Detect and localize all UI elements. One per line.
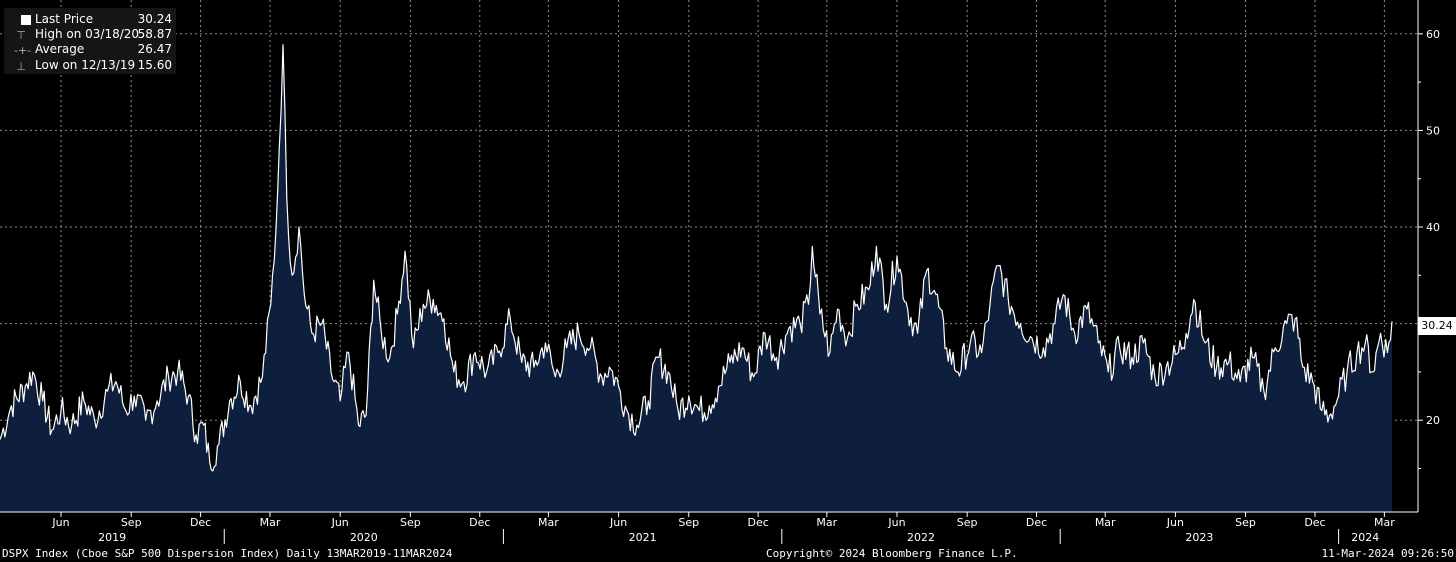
y-tick-label: 20: [1426, 414, 1440, 427]
y-tick-label: 50: [1426, 124, 1440, 137]
x-tick-label: Jun: [1166, 516, 1184, 529]
axes: 2030405060JunSepDecMarJunSepDecMarJunSep…: [0, 0, 1440, 544]
year-label: 2021: [629, 531, 657, 544]
x-tick-label: Jun: [609, 516, 627, 529]
x-tick-label: Dec: [190, 516, 211, 529]
legend-average-label: Average: [35, 42, 85, 57]
legend-average-value: 26.47: [137, 42, 172, 57]
legend: Last Price 30.24 ⊤ High on 03/18/20 58.8…: [4, 8, 176, 74]
y-tick-label: 60: [1426, 28, 1440, 41]
price-line: [0, 44, 1393, 472]
x-tick-label: Jun: [51, 516, 69, 529]
price-chart: 2030405060JunSepDecMarJunSepDecMarJunSep…: [0, 0, 1440, 544]
legend-high-value: 58.87: [137, 27, 172, 42]
x-tick-label: Jun: [331, 516, 349, 529]
legend-row-low: ⊥ Low on 12/13/19 15.60: [4, 58, 176, 73]
last-value-badge: 30.24: [1418, 317, 1456, 335]
year-label: 2020: [350, 531, 378, 544]
year-label: 2022: [907, 531, 935, 544]
x-tick-label: Sep: [957, 516, 978, 529]
x-tick-label: Mar: [538, 516, 559, 529]
year-label: 2023: [1185, 531, 1213, 544]
legend-last-value: 30.24: [137, 12, 172, 26]
last-price-swatch: [21, 15, 31, 25]
footer-copyright: Copyright© 2024 Bloomberg Finance L.P.: [766, 547, 1018, 560]
legend-row-average: -+- Average 26.47: [4, 42, 176, 57]
x-tick-label: Mar: [816, 516, 837, 529]
x-tick-label: Dec: [1304, 516, 1325, 529]
x-tick-label: Sep: [1235, 516, 1256, 529]
legend-low-value: 15.60: [137, 57, 172, 72]
x-tick-label: Sep: [678, 516, 699, 529]
legend-low-label: Low on 12/13/19: [35, 57, 136, 72]
x-tick-label: Mar: [1374, 516, 1395, 529]
y-tick-label: 40: [1426, 221, 1440, 234]
x-tick-label: Sep: [121, 516, 142, 529]
x-tick-label: Dec: [1026, 516, 1047, 529]
area-fill: [0, 44, 1392, 512]
legend-row-last: Last Price 30.24: [4, 12, 176, 27]
legend-high-label: High on 03/18/20: [35, 27, 140, 42]
high-marker-icon: ⊤: [16, 29, 26, 43]
footer-security: DSPX Index (Cboe S&P 500 Dispersion Inde…: [2, 547, 453, 560]
legend-row-high: ⊤ High on 03/18/20 58.87: [4, 27, 176, 42]
x-tick-label: Jun: [887, 516, 905, 529]
year-label: 2019: [98, 531, 126, 544]
footer: DSPX Index (Cboe S&P 500 Dispersion Inde…: [0, 545, 1456, 562]
footer-timestamp: 11-Mar-2024 09:26:50: [1321, 547, 1454, 560]
legend-last-label: Last Price: [35, 12, 94, 26]
x-tick-label: Sep: [400, 516, 421, 529]
x-tick-label: Mar: [1095, 516, 1116, 529]
average-marker-icon: -+-: [14, 44, 32, 58]
x-tick-label: Dec: [748, 516, 769, 529]
x-tick-label: Dec: [469, 516, 490, 529]
x-tick-label: Mar: [260, 516, 281, 529]
low-marker-icon: ⊥: [16, 59, 26, 73]
year-label: 2024: [1351, 531, 1379, 544]
